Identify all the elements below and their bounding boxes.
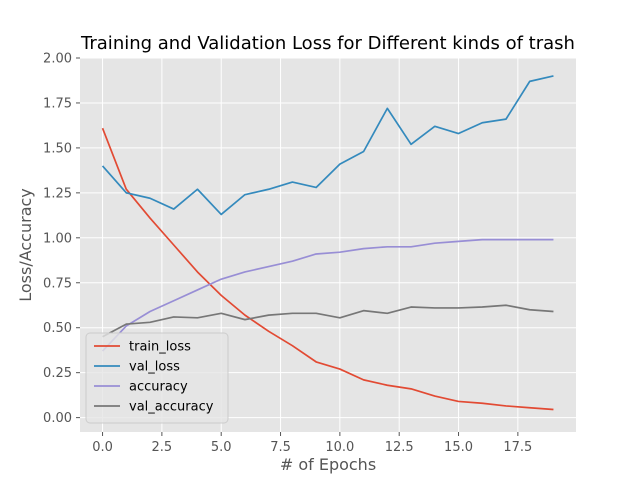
series-line-train-loss	[101, 127, 554, 411]
x-axis-label: # of Epochs	[280, 455, 376, 474]
y-tick-label: 0.50	[43, 321, 72, 336]
chart-title: Training and Validation Loss for Differe…	[80, 33, 575, 54]
x-tick-label: 7.5	[270, 440, 291, 455]
x-tick-label: 17.5	[503, 440, 532, 455]
x-axis-ticks: 0.0 2.5 5.0 7.5 10.0 12.5 15.0 17.5	[92, 432, 532, 455]
y-tick-label: 1.25	[43, 186, 72, 201]
y-tick-label: 1.00	[43, 231, 72, 246]
x-tick-label: 5.0	[211, 440, 232, 455]
series-line-accuracy	[101, 238, 554, 352]
legend-label: accuracy	[129, 380, 188, 395]
legend-label: val_accuracy	[129, 400, 214, 415]
y-tick-label: 0.00	[43, 411, 72, 426]
y-tick-label: 1.75	[43, 96, 72, 111]
series-line-val-loss	[101, 75, 554, 216]
x-tick-label: 2.5	[152, 440, 173, 455]
y-tick-label: 1.50	[43, 141, 72, 156]
x-tick-label: 15.0	[444, 440, 473, 455]
legend-label: train_loss	[129, 340, 191, 355]
legend-label: val_loss	[129, 360, 180, 375]
x-tick-label: 10.0	[325, 440, 354, 455]
x-tick-label: 12.5	[385, 440, 414, 455]
y-axis-label: Loss/Accuracy	[16, 188, 35, 302]
x-tick-label: 0.0	[92, 440, 113, 455]
legend-box	[85, 332, 229, 424]
legend: train_loss val_loss accuracy val_accuracy	[85, 332, 229, 424]
y-tick-label: 0.25	[43, 366, 72, 381]
series-line-val-accuracy	[102, 304, 554, 338]
y-axis-ticks: 0.00 0.25 0.50 0.75 1.00 1.25 1.50 1.75 2.00	[43, 52, 80, 426]
series-lines	[101, 75, 554, 411]
y-tick-label: 2.00	[43, 52, 72, 67]
y-tick-label: 0.75	[43, 276, 72, 291]
